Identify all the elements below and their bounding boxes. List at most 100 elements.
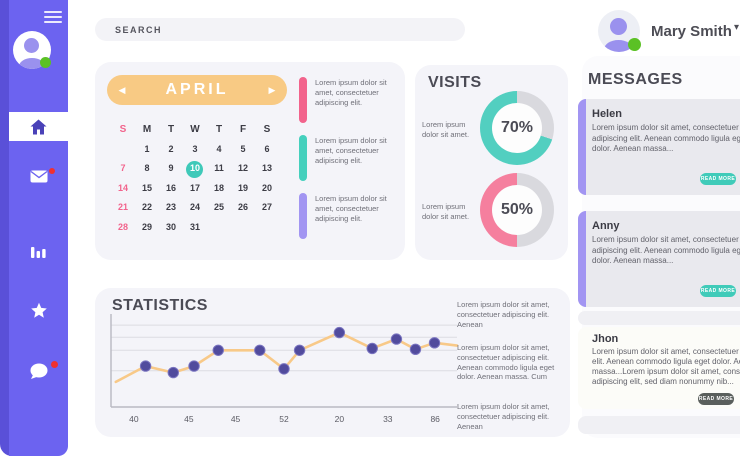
event-color-bar bbox=[299, 193, 307, 239]
calendar-date[interactable]: 24 bbox=[189, 202, 200, 212]
calendar-date bbox=[111, 140, 135, 160]
calendar-date[interactable]: 20 bbox=[261, 182, 272, 193]
event-text: Lorem ipsum dolor sit amet, consectetuer… bbox=[315, 194, 387, 223]
day-header: S bbox=[119, 124, 127, 135]
x-axis-tick-label: 86 bbox=[430, 414, 440, 424]
day-header: W bbox=[190, 124, 200, 135]
chart-data-point bbox=[333, 326, 346, 339]
calendar-date[interactable]: 30 bbox=[165, 221, 176, 232]
message-sender-name: Anny bbox=[592, 220, 620, 232]
read-more-button[interactable]: READ MORE bbox=[700, 285, 736, 297]
calendar-date[interactable]: 25 bbox=[213, 202, 224, 212]
x-axis-tick-label: 52 bbox=[279, 414, 289, 424]
statistics-note: Lorem ipsum dolor sit amet, consectetuer… bbox=[457, 402, 550, 431]
calendar-date[interactable]: 17 bbox=[189, 182, 200, 193]
message-card[interactable]: Jhon Lorem ipsum dolor sit amet, consecte… bbox=[578, 327, 740, 409]
message-card-partial bbox=[578, 311, 740, 325]
menu-icon[interactable] bbox=[44, 11, 62, 24]
calendar-date[interactable]: 15 bbox=[141, 182, 152, 193]
calendar-date[interactable]: 26 bbox=[237, 202, 248, 212]
x-axis-tick-label: 45 bbox=[231, 414, 241, 424]
calendar-date[interactable]: 1 bbox=[144, 143, 150, 154]
chart-data-point bbox=[278, 363, 290, 375]
statistics-title: STATISTICS bbox=[112, 297, 208, 314]
chart-data-point bbox=[188, 360, 200, 372]
message-body: Lorem ipsum dolor sit amet, consectetuer… bbox=[592, 347, 740, 386]
event-color-bar bbox=[299, 135, 307, 181]
event-text: Lorem ipsum dolor sit amet, consectetuer… bbox=[315, 136, 387, 165]
month-label: APRIL bbox=[165, 81, 229, 98]
calendar-date[interactable]: 14 bbox=[117, 182, 128, 193]
calendar-date[interactable]: 13 bbox=[261, 163, 272, 173]
calendar-date[interactable]: 19 bbox=[237, 182, 248, 193]
search-input[interactable] bbox=[95, 18, 465, 41]
calendar-date[interactable]: 9 bbox=[168, 163, 174, 173]
avatar-bust bbox=[19, 58, 45, 69]
read-more-button[interactable]: READ MORE bbox=[700, 173, 736, 185]
calendar-date[interactable]: 28 bbox=[117, 221, 128, 232]
message-body: Lorem ipsum dolor sit amet, consectetuer… bbox=[592, 235, 740, 266]
statistics-note: Lorem ipsum dolor sit amet, consectetuer… bbox=[457, 343, 555, 382]
user-menu[interactable]: Mary Smith bbox=[598, 8, 740, 54]
calendar-date[interactable]: 11 bbox=[214, 163, 224, 173]
calendar-date[interactable]: 3 bbox=[192, 143, 198, 154]
calendar-date[interactable]: 16 bbox=[165, 182, 176, 193]
chat-notification-badge bbox=[51, 361, 58, 368]
avatar-bust bbox=[604, 40, 633, 52]
chart-data-point bbox=[390, 333, 403, 345]
calendar-date[interactable]: 22 bbox=[141, 202, 152, 212]
day-header: T bbox=[215, 124, 223, 135]
calendar-date-selected[interactable]: 10 bbox=[183, 159, 207, 179]
calendar-event-item[interactable]: Lorem ipsum dolor sit amet, consectetuer… bbox=[299, 191, 397, 241]
chart-data-point bbox=[139, 360, 152, 372]
calendar-date[interactable]: 12 bbox=[237, 163, 248, 173]
chart-data-point bbox=[212, 344, 224, 356]
calendar-date[interactable]: 4 bbox=[216, 143, 222, 154]
mail-icon bbox=[30, 170, 47, 183]
next-month-button[interactable]: ▶ bbox=[261, 75, 283, 105]
calendar-date[interactable]: 31 bbox=[189, 221, 200, 232]
calendar-date[interactable]: 29 bbox=[141, 221, 152, 232]
message-sender-name: Helen bbox=[592, 108, 622, 120]
message-card[interactable]: Anny Lorem ipsum dolor sit amet, consecte… bbox=[578, 211, 740, 307]
calendar-date[interactable]: 18 bbox=[213, 182, 224, 193]
message-card-partial bbox=[578, 416, 740, 434]
day-header: T bbox=[167, 124, 175, 135]
calendar-date[interactable]: 27 bbox=[261, 202, 272, 212]
chart-line bbox=[114, 331, 459, 384]
calendar-date bbox=[255, 218, 279, 238]
chevron-down-icon: ▾ bbox=[734, 22, 740, 33]
calendar-date[interactable]: 5 bbox=[240, 143, 246, 154]
mail-notification-badge bbox=[49, 168, 55, 174]
calendar-date[interactable]: 2 bbox=[168, 143, 174, 154]
line-chart: 40 45 45 52 20 33 86 bbox=[110, 314, 459, 424]
calendar-date[interactable]: 8 bbox=[144, 163, 150, 173]
message-accent-bar bbox=[578, 211, 586, 307]
day-header: S bbox=[263, 124, 271, 135]
chart-data-point bbox=[167, 366, 179, 379]
calendar-date[interactable]: 7 bbox=[120, 163, 126, 173]
messages-title: MESSAGES bbox=[588, 71, 683, 88]
sidebar-item-chat[interactable] bbox=[9, 357, 68, 386]
x-axis-tick-label: 40 bbox=[129, 414, 139, 424]
calendar-event-item[interactable]: Lorem ipsum dolor sit amet, consectetuer… bbox=[299, 133, 397, 183]
prev-month-button[interactable]: ◀ bbox=[111, 75, 133, 105]
sidebar-item-mail[interactable] bbox=[9, 162, 68, 191]
sidebar-item-home[interactable] bbox=[9, 112, 68, 141]
calendar-date[interactable]: 6 bbox=[264, 143, 270, 154]
calendar-event-item[interactable]: Lorem ipsum dolor sit amet, consectetuer… bbox=[299, 75, 397, 125]
avatar-head bbox=[24, 38, 39, 53]
read-more-button[interactable]: READ MORE bbox=[698, 393, 734, 405]
sidebar-item-favorites[interactable] bbox=[9, 296, 68, 325]
calendar-date[interactable]: 23 bbox=[165, 202, 176, 212]
calendar-month-header: ◀ APRIL ▶ bbox=[107, 75, 287, 105]
chart-data-point bbox=[428, 337, 441, 349]
home-icon bbox=[30, 119, 47, 134]
chart-data-point bbox=[254, 344, 266, 356]
visits-title: VISITS bbox=[428, 74, 482, 91]
user-name: Mary Smith bbox=[651, 22, 732, 40]
message-card[interactable]: Helen Lorem ipsum dolor sit amet, consect… bbox=[578, 99, 740, 195]
calendar-date[interactable]: 21 bbox=[117, 202, 128, 212]
sidebar-item-stats[interactable] bbox=[9, 237, 68, 266]
